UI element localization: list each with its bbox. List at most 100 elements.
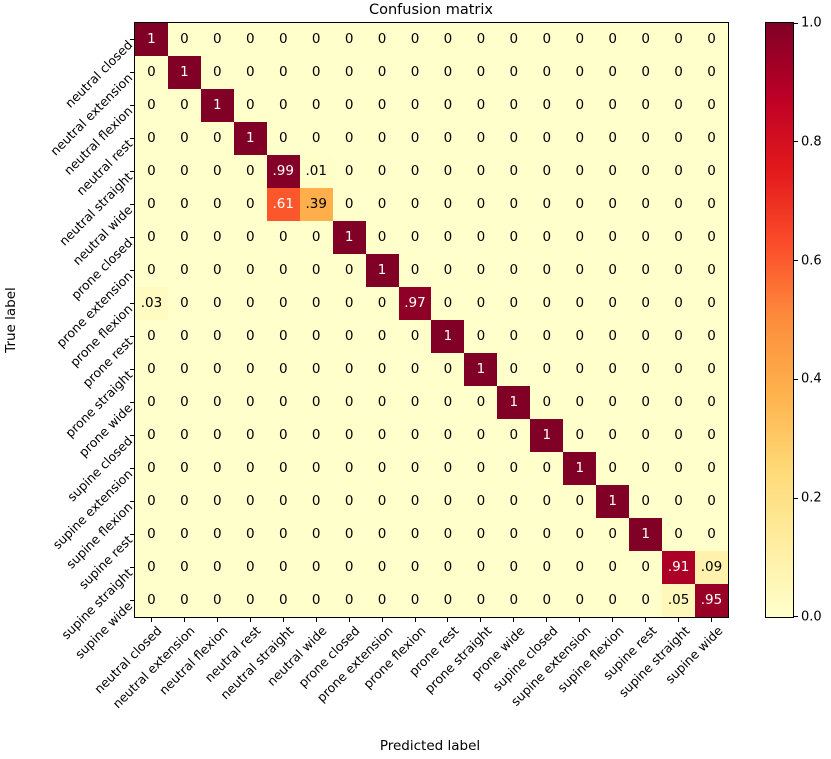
- matrix-cell: 0: [497, 452, 531, 485]
- matrix-cell: 0: [596, 584, 630, 617]
- matrix-cell: 0: [398, 386, 432, 419]
- matrix-cell: 0: [135, 518, 168, 551]
- matrix-cell: 0: [299, 56, 333, 89]
- matrix-cell: 0: [497, 122, 531, 155]
- matrix-cell: 0: [497, 353, 531, 386]
- colorbar-tick-label: 0.0: [801, 609, 822, 625]
- matrix-cell: 0: [332, 56, 366, 89]
- matrix-cell: 0: [167, 386, 201, 419]
- matrix-cell: .91: [662, 551, 696, 584]
- matrix-cell: 0: [135, 254, 168, 287]
- matrix-cell: 1: [200, 89, 234, 122]
- matrix-cell: 0: [431, 155, 465, 188]
- matrix-cell: 0: [135, 56, 168, 89]
- matrix-cell: 0: [563, 584, 597, 617]
- matrix-cell: 0: [695, 320, 728, 353]
- matrix-cell: 0: [200, 353, 234, 386]
- matrix-cell: 0: [332, 122, 366, 155]
- matrix-cell: 0: [629, 254, 663, 287]
- matrix-cell: 0: [596, 386, 630, 419]
- matrix-cell: 0: [464, 221, 498, 254]
- matrix-cell: 0: [233, 188, 267, 221]
- matrix-cell: 0: [135, 188, 168, 221]
- matrix-cell: 1: [629, 518, 663, 551]
- matrix-cell: 0: [332, 320, 366, 353]
- matrix-cell: 0: [530, 485, 564, 518]
- matrix-cell: 0: [695, 155, 728, 188]
- matrix-cell: 0: [135, 155, 168, 188]
- matrix-cell: 0: [398, 452, 432, 485]
- matrix-cell: 0: [398, 320, 432, 353]
- matrix-cell: .61: [266, 188, 300, 221]
- matrix-cell: 0: [233, 452, 267, 485]
- matrix-cell: 0: [596, 419, 630, 452]
- chart-title: Confusion matrix: [368, 2, 494, 18]
- matrix-cell: 0: [233, 551, 267, 584]
- matrix-cell: 0: [266, 89, 300, 122]
- matrix-cell: .09: [695, 551, 728, 584]
- matrix-cell: 0: [431, 386, 465, 419]
- matrix-cell: 0: [596, 353, 630, 386]
- matrix-cell: 0: [299, 254, 333, 287]
- matrix-cell: 0: [431, 89, 465, 122]
- matrix-cell: 0: [200, 122, 234, 155]
- colorbar-tick-label: 1.0: [801, 15, 822, 31]
- x-tick-mark: [678, 618, 680, 622]
- matrix-cell: 0: [464, 155, 498, 188]
- matrix-cell: 0: [662, 485, 696, 518]
- matrix-cell: 0: [365, 485, 399, 518]
- matrix-cell: 0: [497, 188, 531, 221]
- matrix-cell: 0: [233, 584, 267, 617]
- y-tick-mark: [130, 270, 134, 271]
- matrix-cell: 0: [365, 155, 399, 188]
- matrix-cell: 0: [398, 518, 432, 551]
- matrix-cell: 0: [200, 287, 234, 320]
- matrix-cell: 0: [200, 23, 234, 56]
- matrix-cell: 0: [233, 287, 267, 320]
- matrix-cell: 0: [332, 485, 366, 518]
- matrix-cell: 0: [200, 254, 234, 287]
- matrix-cell: 1: [464, 353, 498, 386]
- matrix-cell: 0: [563, 353, 597, 386]
- matrix-cell: 0: [695, 221, 728, 254]
- matrix-cell: 0: [464, 419, 498, 452]
- matrix-cell: 0: [299, 452, 333, 485]
- matrix-cell: 0: [200, 320, 234, 353]
- matrix-cell: 0: [530, 320, 564, 353]
- y-tick-mark: [130, 39, 134, 40]
- matrix-cell: 0: [233, 155, 267, 188]
- matrix-cell: 0: [464, 584, 498, 617]
- matrix-cell: 0: [662, 320, 696, 353]
- matrix-cell: 0: [563, 23, 597, 56]
- matrix-cell: 1: [233, 122, 267, 155]
- matrix-cell: 0: [266, 122, 300, 155]
- x-axis-label: Predicted label: [379, 738, 481, 754]
- matrix-cell: 0: [233, 56, 267, 89]
- matrix-cell: 0: [563, 188, 597, 221]
- x-tick-mark: [480, 618, 482, 622]
- matrix-cell: 0: [299, 386, 333, 419]
- matrix-cell: 0: [662, 386, 696, 419]
- colorbar-tick-label: 0.8: [801, 134, 822, 150]
- matrix-cell: 0: [497, 155, 531, 188]
- x-tick-mark: [249, 618, 251, 622]
- matrix-cell: 0: [135, 221, 168, 254]
- matrix-cell: 0: [596, 551, 630, 584]
- matrix-cell: 0: [398, 188, 432, 221]
- matrix-cell: 0: [695, 419, 728, 452]
- matrix-cell: 0: [596, 23, 630, 56]
- matrix-cell: 0: [233, 320, 267, 353]
- matrix-cell: 0: [497, 518, 531, 551]
- matrix-cell: 0: [629, 122, 663, 155]
- x-tick-mark: [282, 618, 284, 622]
- matrix-cell: 0: [299, 221, 333, 254]
- matrix-cell: 0: [563, 254, 597, 287]
- matrix-cell: 0: [464, 320, 498, 353]
- matrix-cell: 0: [464, 188, 498, 221]
- matrix-cell: 0: [431, 188, 465, 221]
- matrix-cell: .95: [695, 584, 728, 617]
- x-tick-mark: [447, 618, 449, 622]
- matrix-cell: 0: [135, 386, 168, 419]
- matrix-cell: 0: [530, 89, 564, 122]
- matrix-cell: 0: [629, 386, 663, 419]
